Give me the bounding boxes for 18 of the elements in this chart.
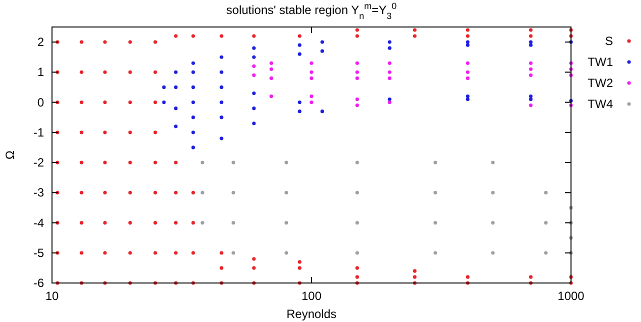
y-axis-title: Ω — [3, 150, 17, 160]
y-tick-label: 1 — [37, 65, 44, 80]
x-axis-title: Reynolds — [286, 307, 337, 321]
legend-label: TW2 — [588, 76, 614, 90]
y-tick-label: -4 — [33, 216, 44, 230]
x-tick-label: 10 — [45, 289, 59, 303]
x-tick-label: 1000 — [558, 289, 585, 303]
legend-label: TW4 — [588, 97, 614, 111]
legend-label: TW1 — [588, 55, 614, 69]
y-tick-label: -2 — [33, 156, 44, 170]
y-tick-label: -1 — [33, 125, 44, 140]
y-tick-label: -5 — [33, 246, 44, 260]
x-tick-label: 100 — [301, 289, 322, 303]
legend-label: S — [604, 34, 613, 48]
y-tick-label: 0 — [37, 95, 44, 110]
y-tick-label: 2 — [37, 35, 44, 50]
y-tick-label: -3 — [33, 186, 44, 200]
y-tick-label: -6 — [33, 276, 44, 290]
